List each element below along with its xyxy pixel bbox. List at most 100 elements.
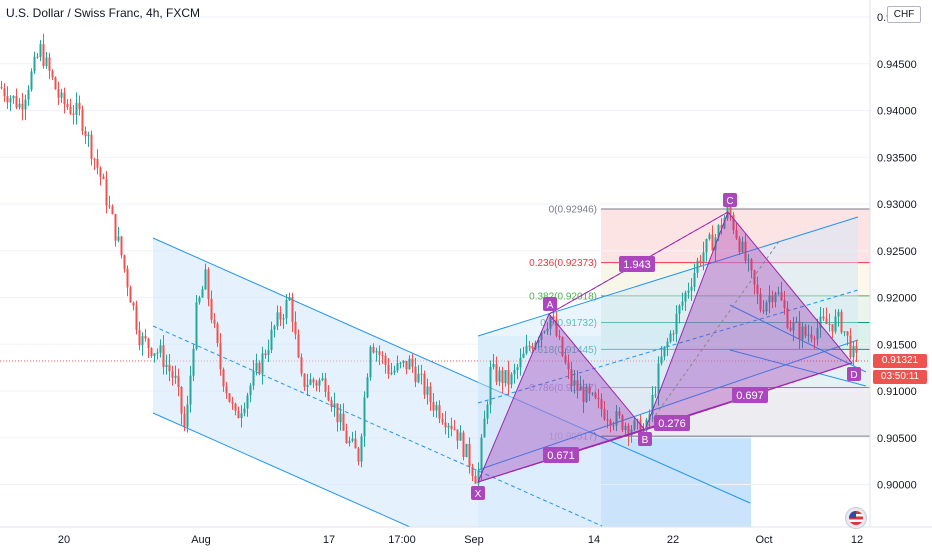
candle-body: [312, 379, 315, 383]
candle-body: [639, 419, 642, 440]
candle-body: [783, 300, 786, 308]
candle-body: [795, 321, 798, 323]
candle-body: [654, 394, 657, 396]
candle-body: [378, 351, 381, 356]
fib-label-1: 0.236(0.92373): [529, 258, 597, 269]
candle-body: [735, 229, 738, 239]
pattern-ac-dashed: [548, 211, 729, 315]
price-tick-label: 0.91500: [877, 339, 917, 351]
candle-body: [768, 295, 771, 303]
candle-body: [663, 346, 666, 357]
candle-body: [375, 351, 378, 353]
candle-body: [855, 345, 858, 353]
candle-body: [426, 386, 429, 395]
candle-body: [111, 206, 114, 215]
candle-body: [387, 364, 390, 375]
candle-body: [363, 397, 366, 437]
candle-body: [354, 438, 357, 449]
candle-body: [306, 384, 309, 387]
candle-body: [189, 375, 192, 405]
candle-body: [489, 366, 492, 405]
price-tick-label: 0.92500: [877, 246, 917, 258]
candle-body: [444, 422, 447, 428]
time-tick-label: 12: [851, 534, 863, 546]
price-axis-bg: [870, 0, 932, 550]
candle-body: [636, 419, 639, 421]
candle-body: [789, 327, 792, 331]
candle-body: [486, 404, 489, 419]
flag-logo-icon[interactable]: [845, 507, 867, 529]
candle-body: [588, 386, 591, 394]
candle-body: [240, 413, 243, 419]
candle-body: [357, 448, 360, 462]
candle-body: [87, 134, 90, 137]
candle-body: [519, 357, 522, 368]
price-tick-label: 0.92000: [877, 293, 917, 305]
candle-body: [843, 331, 846, 333]
candle-body: [405, 360, 408, 370]
candle-body: [837, 311, 840, 317]
candle-body: [681, 301, 684, 306]
candle-body: [582, 386, 585, 403]
candle-body: [495, 364, 498, 382]
candle-body: [216, 323, 219, 344]
price-tick-label: 0.90500: [877, 433, 917, 445]
candle-body: [390, 372, 393, 375]
candle-body: [825, 318, 828, 324]
pattern-point-a-box: [543, 297, 557, 311]
candle-body: [558, 335, 561, 338]
price-tick-label: 0.94500: [877, 59, 917, 71]
candle-body: [747, 259, 750, 261]
candle-body: [324, 378, 327, 392]
candle-body: [621, 415, 624, 431]
candle-body: [192, 348, 195, 376]
time-axis: 20 Aug 17 17:00 Sep 14 22 Oct 12: [0, 526, 932, 546]
price-tick-label: 0.90000: [877, 480, 917, 492]
candle-body: [417, 373, 420, 383]
candle-body: [579, 386, 582, 391]
candle-body: [600, 399, 603, 410]
candle-body: [711, 234, 714, 251]
candle-body: [819, 316, 822, 328]
candle-body: [252, 370, 255, 386]
candle-body: [18, 103, 21, 108]
pattern-ratio-0: 0.671: [547, 450, 575, 462]
candle-body: [282, 318, 285, 320]
candle-body: [372, 346, 375, 353]
currency-badge[interactable]: CHF: [887, 6, 921, 23]
candle-body: [543, 331, 546, 333]
candle-body: [465, 443, 468, 458]
candle-body: [276, 312, 279, 327]
candle-body: [705, 239, 708, 253]
candle-body: [114, 214, 117, 241]
candle-body: [366, 377, 369, 398]
candle-body: [165, 364, 168, 368]
candle-body: [327, 391, 330, 401]
time-tick-label: Aug: [191, 534, 211, 546]
candle-body: [420, 373, 423, 375]
candle-body: [48, 57, 51, 71]
candle-body: [423, 373, 426, 395]
candle-body: [594, 393, 597, 398]
candle-body: [771, 295, 774, 303]
candle-body: [243, 408, 246, 414]
candle-body: [27, 89, 30, 100]
pattern-point-b-box: [638, 432, 652, 446]
candle-body: [84, 131, 87, 137]
candle-body: [396, 363, 399, 371]
candle-body: [573, 380, 576, 386]
channel-2-upper: [477, 216, 859, 337]
candle-body: [744, 241, 747, 261]
candle-body: [42, 44, 45, 67]
candle-body: [63, 92, 66, 105]
candle-body: [201, 289, 204, 298]
candle-body: [105, 179, 108, 206]
channel-1-median: [152, 325, 603, 527]
channel-1-fill: [153, 238, 750, 527]
candle-body: [564, 355, 567, 363]
candle-body: [270, 329, 273, 351]
candle-body: [750, 259, 753, 271]
candle-body: [672, 333, 675, 335]
